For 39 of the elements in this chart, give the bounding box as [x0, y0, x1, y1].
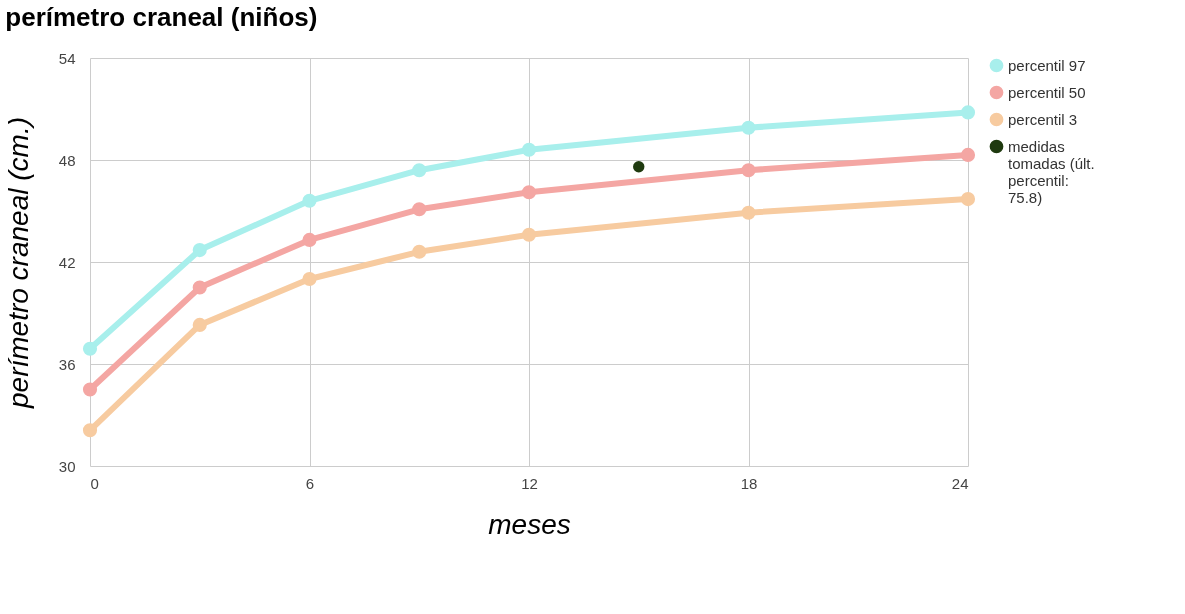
x-tick-label: 24: [951, 474, 969, 492]
y-tick-label: 36: [58, 355, 76, 373]
x-tick-label: 12: [521, 474, 538, 492]
point: [412, 163, 427, 178]
y-tick-label: 54: [58, 49, 76, 67]
point: [192, 280, 207, 295]
y-axis-title: perímetro craneal (cm.): [2, 117, 34, 409]
point: [521, 142, 537, 157]
point: [960, 192, 976, 207]
legend-label: percentil 50: [1008, 83, 1086, 101]
y-tick-label: 48: [58, 151, 76, 169]
point: [521, 185, 537, 200]
point: [302, 271, 317, 287]
point: [521, 227, 537, 242]
point: [82, 341, 98, 356]
legend-label: medidas tomadas (últ. percentil: 75.8): [1008, 137, 1095, 206]
x-tick-label: 0: [90, 474, 99, 492]
x-tick-label: 6: [305, 474, 315, 492]
point: [192, 243, 207, 258]
chart-title: perímetro craneal (niños): [5, 2, 318, 32]
point: [82, 423, 98, 438]
point: [302, 193, 317, 208]
point: [741, 120, 756, 135]
point: [960, 147, 976, 162]
point: [960, 105, 976, 120]
point: [633, 161, 645, 173]
point: [412, 244, 427, 259]
legend-label: percentil 3: [1008, 110, 1078, 128]
y-tick-label: 42: [58, 253, 76, 271]
point: [741, 163, 756, 178]
x-axis-title: meses: [488, 508, 571, 540]
point: [302, 232, 317, 247]
point: [192, 317, 207, 332]
point: [82, 382, 98, 397]
legend-label: percentil 97: [1008, 56, 1086, 74]
y-tick-label: 30: [58, 457, 76, 475]
x-tick-label: 18: [740, 474, 758, 492]
point: [412, 202, 427, 217]
point: [741, 205, 756, 220]
